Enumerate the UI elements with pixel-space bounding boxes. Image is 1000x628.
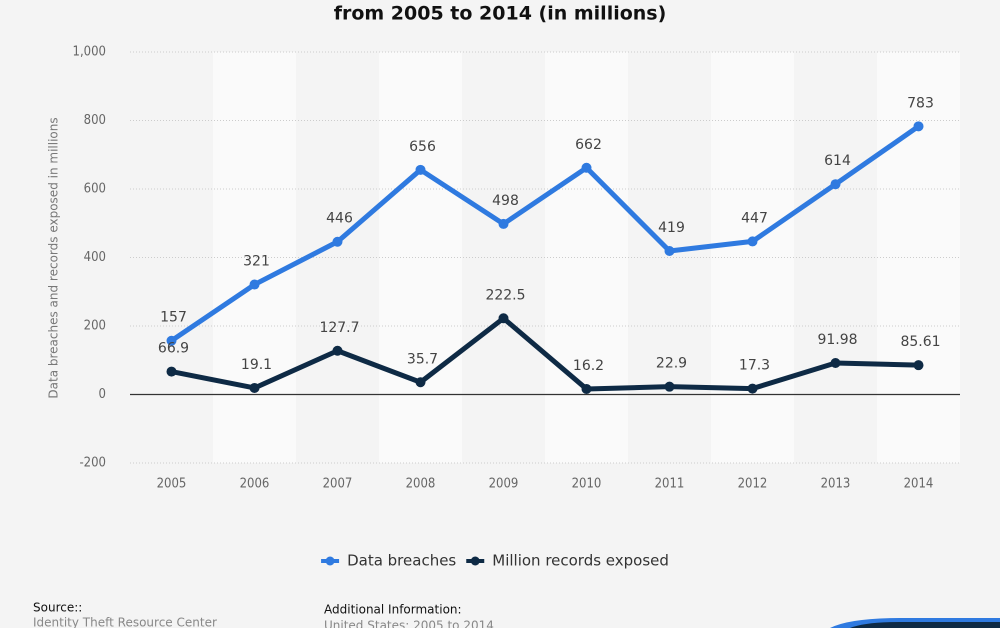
legend-label: Data breaches — [347, 552, 456, 570]
y-axis-label: Data breaches and records exposed in mil… — [47, 117, 61, 398]
x-tick-label: 2007 — [323, 477, 353, 492]
point — [747, 383, 758, 394]
value-label: 498 — [492, 193, 519, 209]
point — [581, 162, 592, 173]
value-label: 614 — [824, 153, 851, 169]
point — [664, 381, 675, 392]
value-label: 22.9 — [656, 356, 687, 372]
x-tick-label: 2010 — [572, 477, 602, 492]
x-tick-label: 2014 — [904, 477, 934, 492]
point — [498, 218, 509, 229]
value-label: 19.1 — [241, 357, 272, 373]
y-tick-label: 1,000 — [73, 45, 106, 60]
value-label: 446 — [326, 211, 353, 227]
value-label: 662 — [575, 137, 602, 153]
point — [249, 382, 260, 393]
value-label: 783 — [907, 95, 934, 111]
point — [664, 245, 675, 256]
x-tick-label: 2012 — [738, 477, 768, 492]
series-line — [170, 124, 920, 343]
legend-label: Million records exposed — [492, 552, 669, 570]
x-tick-label: 2006 — [240, 477, 270, 492]
point — [747, 236, 758, 247]
point — [415, 377, 426, 388]
point — [332, 236, 343, 247]
value-label: 447 — [741, 210, 768, 226]
legend-item: Million records exposed — [466, 552, 669, 570]
y-tick-label: 600 — [84, 182, 106, 197]
y-tick-label: 800 — [84, 113, 106, 128]
decoration — [850, 622, 1000, 628]
point — [830, 179, 841, 190]
value-label: 419 — [658, 220, 685, 236]
point — [249, 279, 260, 290]
point — [332, 345, 343, 356]
y-tick-label: 200 — [84, 319, 106, 334]
info: United States; 2005 to 2014 — [324, 619, 494, 628]
value-label: 321 — [243, 254, 270, 270]
point — [913, 121, 924, 132]
y-tick-label: -200 — [79, 456, 106, 471]
point — [166, 366, 177, 377]
source-heading: Source:: — [33, 601, 82, 615]
chart-title: from 2005 to 2014 (in millions) — [334, 3, 667, 25]
point — [913, 360, 924, 371]
x-tick-label: 2013 — [821, 477, 851, 492]
value-label: 17.3 — [739, 358, 770, 374]
point — [581, 383, 592, 394]
value-label: 656 — [409, 139, 436, 155]
x-tick-label: 2011 — [655, 477, 685, 492]
x-tick-label: 2005 — [157, 477, 187, 492]
value-label: 91.98 — [817, 332, 857, 348]
value-label: 16.2 — [573, 358, 604, 374]
value-label: 85.61 — [900, 334, 940, 350]
point — [415, 164, 426, 175]
value-label: 127.7 — [319, 320, 359, 336]
point — [498, 313, 509, 324]
y-tick-label: 0 — [99, 387, 106, 402]
legend-marker — [470, 556, 480, 566]
y-tick-label: 400 — [84, 250, 106, 265]
series-line — [171, 315, 919, 392]
source: Identity Theft Resource Center — [33, 616, 217, 628]
legend-marker — [325, 556, 335, 566]
point — [830, 357, 841, 368]
legend-item: Data breaches — [321, 552, 456, 570]
value-label: 66.9 — [158, 341, 189, 357]
x-tick-label: 2009 — [489, 477, 519, 492]
x-tick-label: 2008 — [406, 477, 436, 492]
value-label: 157 — [160, 310, 187, 326]
point — [166, 335, 177, 346]
value-label: 35.7 — [407, 351, 438, 367]
value-label: 222.5 — [485, 287, 525, 303]
info-heading: Additional Information: — [324, 603, 462, 617]
